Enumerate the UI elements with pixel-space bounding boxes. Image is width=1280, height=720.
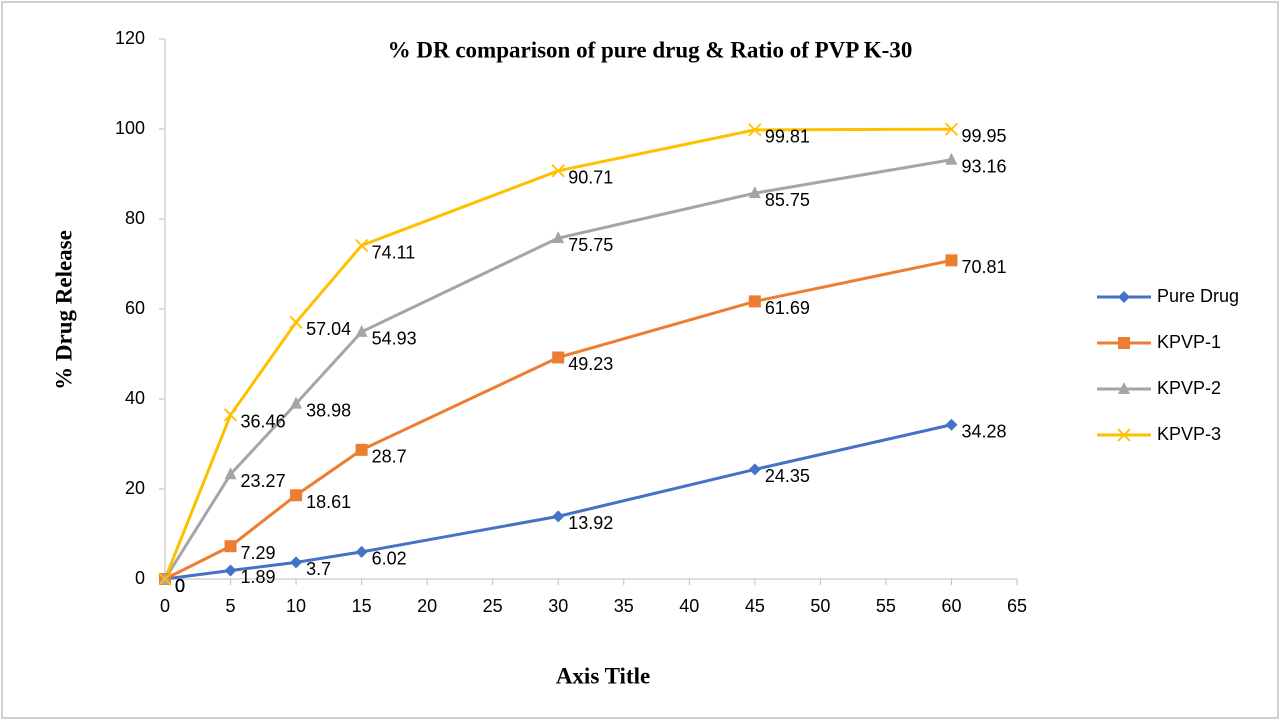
- data-label: 0: [175, 576, 185, 596]
- data-point: [224, 564, 237, 577]
- data-point: [551, 164, 565, 178]
- data-label: 85.75: [765, 190, 810, 210]
- data-label: 74.11: [372, 242, 416, 262]
- x-tick-label: 10: [286, 596, 306, 616]
- data-label: 7.29: [241, 543, 276, 563]
- data-point: [748, 295, 761, 308]
- data-point: [945, 152, 958, 165]
- data-label: 34.28: [961, 421, 1006, 441]
- y-tick-label: 0: [135, 568, 145, 588]
- data-point: [748, 463, 761, 476]
- x-tick-label: 5: [226, 596, 236, 616]
- x-tick-label: 40: [679, 596, 699, 616]
- legend-marker: [1118, 382, 1130, 394]
- chart-title: % DR comparison of pure drug & Ratio of …: [388, 37, 913, 62]
- data-point: [945, 418, 958, 431]
- legend-marker: [1118, 337, 1130, 349]
- data-point: [290, 396, 303, 409]
- data-point: [290, 556, 303, 569]
- data-label: 0: [175, 576, 185, 596]
- series-line: [164, 423, 952, 581]
- y-tick-label: 80: [125, 208, 145, 228]
- data-point: [354, 238, 369, 253]
- data-point: [552, 231, 565, 244]
- data-point: [289, 315, 303, 329]
- data-label: 99.81: [765, 127, 810, 147]
- data-point: [944, 122, 959, 136]
- x-axis-title: Axis Title: [556, 663, 650, 688]
- data-point: [552, 351, 565, 364]
- data-label: 57.04: [306, 319, 351, 339]
- data-label: 54.93: [372, 329, 417, 349]
- x-tick-label: 45: [745, 596, 765, 616]
- x-tick-label: 20: [417, 596, 437, 616]
- data-label: 24.35: [765, 466, 810, 486]
- legend-label: KPVP-3: [1157, 424, 1221, 444]
- x-tick-label: 50: [810, 596, 830, 616]
- y-tick-label: 60: [125, 298, 145, 318]
- y-tick-label: 100: [115, 118, 145, 138]
- data-label: 70.81: [961, 257, 1006, 277]
- data-label: 36.46: [241, 412, 286, 432]
- x-tick-label: 30: [548, 596, 568, 616]
- data-point: [290, 489, 303, 502]
- y-tick-label: 40: [125, 388, 145, 408]
- y-axis-title: % Drug Release: [51, 230, 76, 390]
- legend-marker: [1117, 428, 1131, 442]
- data-label: 75.75: [568, 235, 613, 255]
- data-point: [355, 324, 368, 337]
- data-label: 90.71: [568, 168, 613, 188]
- data-label: 38.98: [306, 400, 351, 420]
- x-tick-label: 60: [941, 596, 961, 616]
- data-label: 18.61: [306, 492, 351, 512]
- data-point: [223, 408, 238, 422]
- x-tick-label: 65: [1007, 596, 1027, 616]
- data-point: [355, 545, 368, 558]
- data-label: 0: [175, 576, 185, 596]
- x-tick-label: 15: [352, 596, 372, 616]
- data-point: [552, 510, 565, 523]
- data-point: [945, 254, 958, 267]
- data-point: [224, 540, 237, 553]
- data-label: 1.89: [241, 567, 276, 587]
- data-label: 0: [175, 576, 185, 596]
- x-tick-label: 55: [876, 596, 896, 616]
- data-label: 28.7: [372, 447, 407, 467]
- data-label: 49.23: [568, 354, 613, 374]
- data-label: 61.69: [765, 298, 810, 318]
- data-label: 93.16: [961, 157, 1006, 177]
- legend-label: KPVP-1: [1157, 332, 1221, 352]
- x-tick-label: 25: [483, 596, 503, 616]
- x-tick-label: 0: [160, 596, 170, 616]
- data-point: [224, 467, 237, 480]
- x-tick-label: 35: [614, 596, 634, 616]
- data-label: 6.02: [372, 549, 407, 569]
- legend-label: Pure Drug: [1157, 286, 1239, 306]
- data-point: [158, 572, 172, 586]
- legend-label: KPVP-2: [1157, 378, 1221, 398]
- y-tick-label: 120: [115, 28, 145, 48]
- data-point: [748, 186, 761, 199]
- data-label: 99.95: [961, 126, 1006, 146]
- data-label: 13.92: [568, 513, 613, 533]
- data-point: [748, 123, 762, 137]
- data-label: 23.27: [241, 471, 286, 491]
- y-tick-label: 20: [125, 478, 145, 498]
- data-label: 3.7: [306, 559, 331, 579]
- legend-marker: [1118, 291, 1130, 303]
- data-point: [355, 443, 368, 456]
